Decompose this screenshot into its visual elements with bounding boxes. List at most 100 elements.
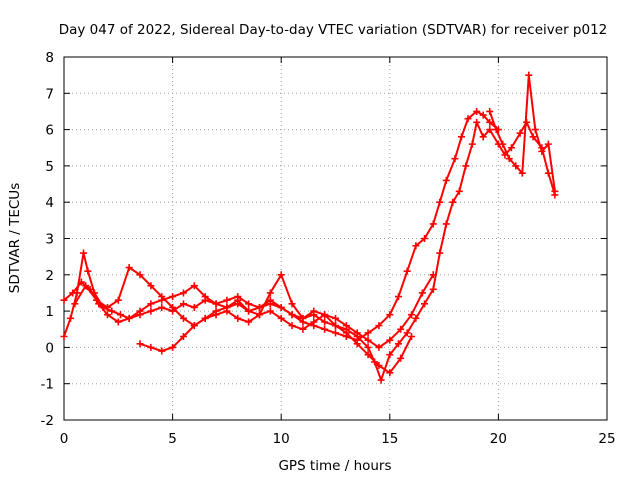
data-point: [169, 303, 177, 311]
data-point: [364, 343, 372, 351]
series-track-5: [486, 71, 559, 195]
series-layer: [60, 71, 559, 384]
data-point: [310, 307, 318, 315]
data-point: [464, 115, 472, 123]
data-point: [408, 311, 416, 319]
y-tick-label: 2: [45, 268, 54, 284]
y-tick-label: 5: [45, 159, 54, 175]
axis-ticks: 0 5 10 15 20 25 -2 -1 0 1 2 3 4 5 6 7 8: [41, 50, 616, 447]
data-point: [394, 340, 402, 348]
data-point: [93, 296, 101, 304]
x-tick-label: 20: [490, 431, 507, 447]
data-point: [169, 293, 177, 301]
data-point: [449, 198, 457, 206]
data-point: [386, 351, 394, 359]
data-point: [212, 307, 220, 315]
data-point: [179, 314, 187, 322]
x-axis-label: GPS time / hours: [278, 458, 391, 474]
data-point: [442, 176, 450, 184]
data-point: [288, 311, 296, 319]
data-point: [277, 303, 285, 311]
data-point: [486, 126, 494, 134]
data-point: [69, 289, 77, 297]
data-point: [147, 300, 155, 308]
y-tick-label: 0: [45, 340, 54, 356]
data-point: [147, 307, 155, 315]
data-point: [266, 296, 274, 304]
data-point: [375, 362, 383, 370]
data-point: [429, 271, 437, 279]
data-point: [397, 325, 405, 333]
data-point: [436, 249, 444, 257]
data-point: [364, 351, 372, 359]
data-point: [201, 314, 209, 322]
data-point: [342, 322, 350, 330]
data-point: [255, 311, 263, 319]
data-point: [136, 307, 144, 315]
data-point: [342, 329, 350, 337]
data-point: [266, 307, 274, 315]
data-point: [212, 300, 220, 308]
series-line: [74, 266, 435, 349]
series-track-4: [136, 271, 416, 377]
data-point: [429, 220, 437, 228]
data-point: [418, 289, 426, 297]
data-point: [403, 329, 411, 337]
data-point: [190, 322, 198, 330]
series-track-2: [60, 118, 559, 384]
data-point: [479, 133, 487, 141]
data-point: [442, 220, 450, 228]
x-tick-label: 5: [168, 431, 177, 447]
data-point: [223, 296, 231, 304]
data-point: [245, 307, 253, 315]
data-point: [60, 296, 68, 304]
data-point: [158, 347, 166, 355]
data-point: [421, 235, 429, 242]
data-point: [71, 300, 79, 308]
data-point: [179, 333, 187, 341]
data-point: [462, 162, 470, 170]
data-point: [223, 303, 231, 311]
data-point: [421, 300, 429, 308]
y-tick-label: 8: [45, 50, 54, 66]
data-point: [397, 354, 405, 362]
data-point: [108, 307, 116, 315]
y-tick-label: 4: [45, 195, 54, 211]
x-tick-label: 25: [598, 431, 615, 447]
data-point: [507, 144, 515, 152]
data-point: [103, 303, 111, 311]
data-point: [505, 155, 513, 163]
data-point: [403, 267, 411, 275]
data-point: [321, 325, 329, 333]
data-point: [77, 278, 85, 286]
data-point: [473, 107, 481, 115]
data-point: [136, 340, 144, 348]
data-point: [512, 162, 520, 170]
data-point: [499, 140, 507, 148]
data-point: [375, 322, 383, 330]
data-point: [321, 318, 329, 326]
data-point: [364, 329, 372, 337]
data-point: [84, 267, 92, 275]
data-point: [531, 126, 539, 134]
data-point: [158, 303, 166, 311]
data-point: [468, 140, 476, 148]
series-track-3: [71, 264, 437, 351]
data-point: [492, 126, 500, 134]
data-point: [525, 71, 533, 79]
data-point: [386, 336, 394, 344]
y-tick-label: 3: [45, 232, 54, 248]
data-point: [544, 169, 552, 177]
series-line: [139, 273, 413, 374]
chart-title: Day 047 of 2022, Sidereal Day-to-day VTE…: [59, 22, 608, 38]
data-point: [479, 111, 487, 119]
data-point: [436, 198, 444, 206]
data-point: [386, 369, 394, 377]
data-point: [412, 242, 420, 250]
data-point: [234, 314, 242, 322]
data-point: [538, 147, 546, 155]
data-point: [277, 314, 285, 322]
data-point: [364, 336, 372, 344]
data-point: [67, 314, 75, 322]
x-tick-label: 0: [60, 431, 69, 447]
